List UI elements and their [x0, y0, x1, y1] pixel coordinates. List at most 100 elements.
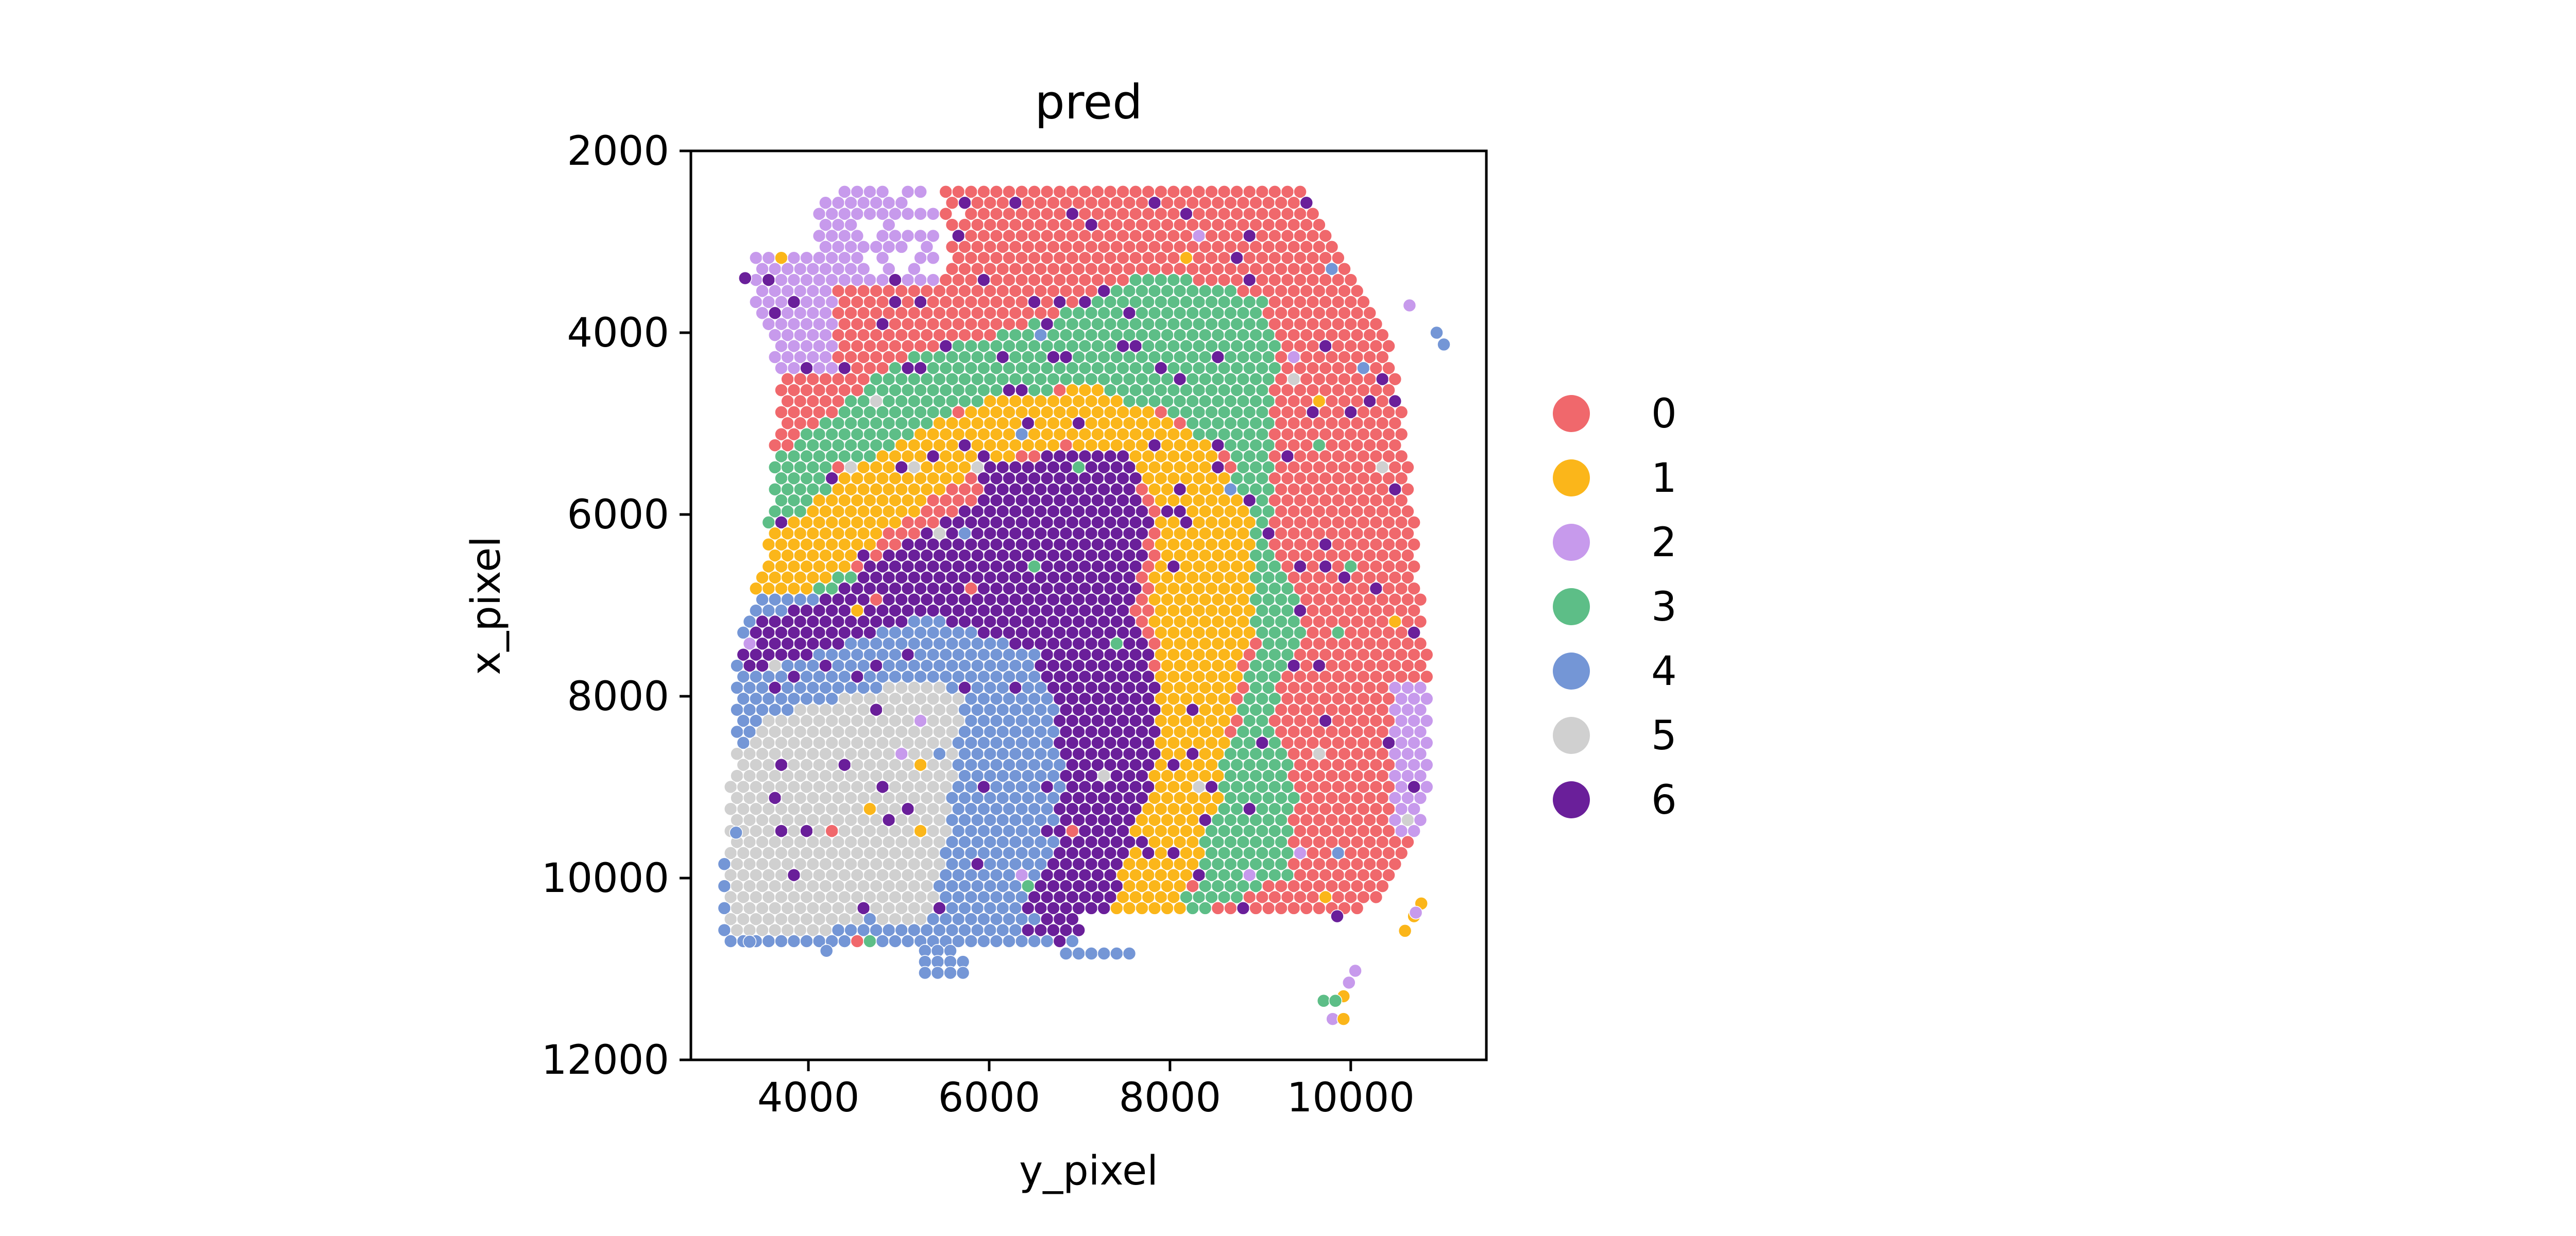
spot-outlier-cluster-4: [1437, 337, 1451, 352]
legend-marker-3: [1553, 588, 1590, 625]
spot-cluster-0: [1337, 262, 1351, 276]
spot-cluster-4: [723, 934, 738, 948]
legend-marker-2: [1553, 524, 1590, 561]
spot-cluster-4: [964, 934, 978, 948]
spot-cluster-0: [1249, 901, 1263, 915]
spot-cluster-0: [1388, 438, 1402, 452]
spot-cluster-0: [1224, 901, 1238, 915]
spot-cluster-4: [918, 966, 932, 980]
spot-cluster-2: [926, 229, 940, 243]
spot-cluster-4: [838, 934, 852, 948]
spot-cluster-0: [1394, 449, 1409, 464]
legend-marker-4: [1553, 653, 1590, 690]
spot-cluster-1: [1173, 901, 1187, 915]
spot-cluster-6: [1053, 934, 1067, 948]
spot-cluster-0: [1211, 901, 1225, 915]
spot-outlier-cluster-6: [1330, 909, 1344, 923]
spot-cluster-0: [1293, 185, 1307, 199]
spot-cluster-4: [1027, 934, 1041, 948]
spot-cluster-0: [1331, 251, 1345, 265]
spot-cluster-0: [1306, 207, 1320, 221]
spot-cluster-1: [1122, 901, 1137, 915]
spot-cluster-0: [1382, 339, 1396, 353]
spot-cluster-0: [1350, 284, 1364, 298]
spot-outlier-cluster-4: [1430, 325, 1444, 340]
spot-cluster-0: [1363, 306, 1377, 320]
spot-outlier-cluster-2: [1342, 975, 1356, 990]
spot-cluster-4: [888, 934, 902, 948]
spot-cluster-0: [1344, 273, 1358, 287]
spot-cluster-4: [1110, 947, 1124, 960]
spot-outlier-cluster-4: [819, 943, 834, 958]
spot-outlier-cluster-3: [1316, 994, 1331, 1008]
spot-cluster-4: [774, 934, 788, 948]
spot-cluster-4: [989, 934, 1004, 948]
spot-outlier-cluster-2: [1402, 298, 1417, 313]
y-tick-label: 2000: [567, 128, 669, 175]
scatter-points: [717, 185, 1451, 1026]
x-axis-label: y_pixel: [1019, 1148, 1158, 1194]
spot-cluster-0: [1369, 317, 1383, 331]
spot-cluster-2: [920, 240, 934, 254]
legend-label-1: 1: [1651, 455, 1677, 502]
spot-cluster-0: [1375, 328, 1389, 342]
spot-cluster-4: [901, 934, 915, 948]
spot-cluster-3: [1198, 901, 1212, 915]
spot-cluster-6: [1388, 394, 1402, 408]
spot-cluster-0: [1401, 504, 1415, 519]
spot-cluster-4: [930, 966, 945, 980]
spot-cluster-2: [926, 251, 940, 265]
spot-cluster-2: [926, 207, 940, 221]
spot-cluster-4: [1072, 947, 1086, 960]
spot-cluster-0: [1394, 427, 1409, 441]
spot-cluster-4: [800, 934, 814, 948]
spot-cluster-2: [863, 207, 877, 221]
spot-cluster-6: [1084, 901, 1098, 915]
legend-label-5: 5: [1651, 713, 1677, 759]
spot-outlier-cluster-1: [1336, 1012, 1351, 1026]
spot-cluster-2: [907, 262, 921, 276]
spot-cluster-4: [943, 966, 957, 980]
spot-cluster-4: [1059, 947, 1073, 960]
spot-cluster-4: [977, 934, 991, 948]
spot-cluster-0: [1312, 218, 1326, 232]
legend-label-2: 2: [1651, 520, 1677, 566]
spot-cluster-3: [863, 934, 877, 948]
y-tick-label: 12000: [541, 1037, 669, 1084]
spot-cluster-0: [1375, 350, 1389, 364]
spot-cluster-0: [1401, 482, 1415, 496]
spot-cluster-6: [1097, 901, 1111, 915]
spot-cluster-2: [850, 229, 865, 243]
x-axis-ticks: 4000 6000 8000 10000: [757, 1060, 1415, 1121]
spot-cluster-0: [1394, 493, 1409, 507]
y-axis-ticks: 2000 4000 6000 8000 10000 12000: [541, 128, 691, 1084]
spot-cluster-4: [787, 934, 801, 948]
spot-outlier-cluster-4: [742, 935, 757, 949]
y-tick-label: 6000: [567, 492, 669, 538]
chart-title: pred: [1035, 75, 1142, 130]
spot-cluster-0: [1261, 901, 1276, 915]
spot-cluster-2: [875, 251, 890, 265]
spot-cluster-0: [1369, 890, 1383, 904]
spot-cluster-4: [1002, 934, 1016, 948]
spot-cluster-0: [1394, 405, 1409, 419]
spot-cluster-3: [1185, 901, 1200, 915]
spot-outlier-cluster-3: [1328, 994, 1343, 1008]
spot-cluster-1: [1135, 901, 1149, 915]
spot-cluster-4: [1084, 947, 1098, 960]
spot-cluster-4: [875, 934, 890, 948]
spot-outlier-cluster-1: [1398, 924, 1412, 938]
spot-cluster-2: [882, 262, 896, 276]
spot-cluster-0: [1394, 471, 1409, 486]
spot-cluster-2: [894, 240, 909, 254]
legend-marker-6: [1553, 781, 1590, 818]
spot-outlier-cluster-4: [729, 826, 743, 840]
spot-cluster-1: [1147, 901, 1162, 915]
legend-label-6: 6: [1651, 777, 1677, 823]
x-tick-label: 6000: [938, 1075, 1041, 1121]
spot-cluster-2: [875, 185, 890, 199]
spot-cluster-4: [1065, 934, 1079, 948]
y-tick-label: 4000: [567, 310, 669, 356]
spot-outlier-cluster-2: [1348, 964, 1362, 978]
